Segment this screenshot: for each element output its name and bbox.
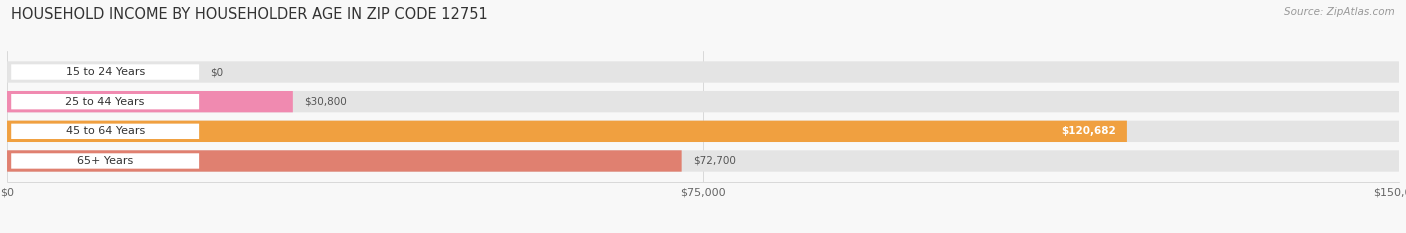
FancyBboxPatch shape — [7, 91, 1399, 112]
FancyBboxPatch shape — [11, 64, 200, 80]
Text: $72,700: $72,700 — [693, 156, 735, 166]
Text: Source: ZipAtlas.com: Source: ZipAtlas.com — [1284, 7, 1395, 17]
Text: $120,682: $120,682 — [1062, 126, 1116, 136]
FancyBboxPatch shape — [7, 150, 1399, 172]
FancyBboxPatch shape — [7, 91, 292, 112]
Text: 15 to 24 Years: 15 to 24 Years — [66, 67, 145, 77]
FancyBboxPatch shape — [7, 121, 1128, 142]
FancyBboxPatch shape — [11, 153, 200, 169]
Text: 65+ Years: 65+ Years — [77, 156, 134, 166]
FancyBboxPatch shape — [11, 94, 200, 109]
Text: HOUSEHOLD INCOME BY HOUSEHOLDER AGE IN ZIP CODE 12751: HOUSEHOLD INCOME BY HOUSEHOLDER AGE IN Z… — [11, 7, 488, 22]
FancyBboxPatch shape — [7, 150, 682, 172]
FancyBboxPatch shape — [11, 124, 200, 139]
FancyBboxPatch shape — [7, 121, 1399, 142]
Text: 45 to 64 Years: 45 to 64 Years — [66, 126, 145, 136]
Text: $30,800: $30,800 — [304, 97, 347, 107]
Text: $0: $0 — [211, 67, 224, 77]
Text: 25 to 44 Years: 25 to 44 Years — [66, 97, 145, 107]
FancyBboxPatch shape — [7, 61, 1399, 83]
